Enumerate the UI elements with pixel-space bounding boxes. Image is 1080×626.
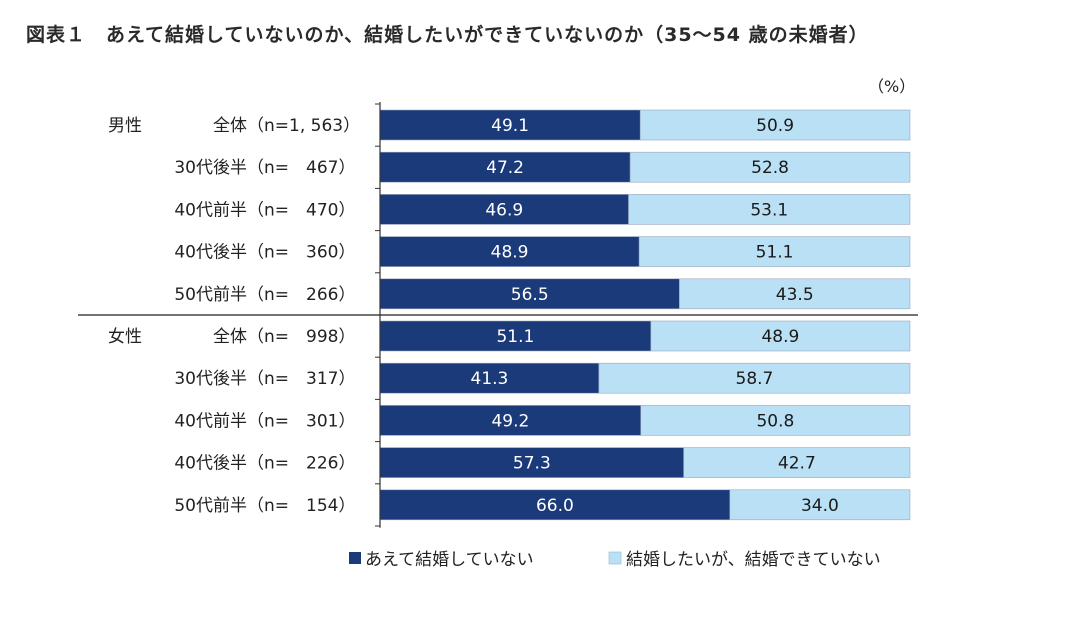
bar-want-but-cannot xyxy=(638,236,911,267)
bar-deliberately-unmarried xyxy=(379,405,642,436)
bar-deliberately-unmarried xyxy=(379,278,680,310)
row-label: 50代前半 xyxy=(174,496,247,516)
group-label-male: 男性 xyxy=(108,116,142,136)
bar-want-but-cannot xyxy=(679,278,911,310)
value-label-want-but-cannot: 42.7 xyxy=(778,454,816,474)
row-n-label: （n= 154） xyxy=(247,496,355,516)
legend-label-want-but-cannot: 結婚したいが、結婚できていない xyxy=(626,550,881,570)
value-label-want-but-cannot: 34.0 xyxy=(801,496,839,516)
legend-swatch-deliberately-unmarried xyxy=(349,552,361,564)
value-label-want-but-cannot: 58.7 xyxy=(736,369,774,389)
value-label-deliberately-unmarried: 66.0 xyxy=(536,496,574,516)
row-n-label: （n= 317） xyxy=(247,369,355,389)
value-label-deliberately-unmarried: 48.9 xyxy=(491,243,529,263)
value-label-deliberately-unmarried: 49.1 xyxy=(491,116,529,136)
value-label-deliberately-unmarried: 57.3 xyxy=(513,454,551,474)
value-label-want-but-cannot: 43.5 xyxy=(776,285,814,305)
bar-deliberately-unmarried xyxy=(379,194,629,225)
bar-want-but-cannot xyxy=(729,489,911,521)
row-n-label: （n= 226） xyxy=(247,454,355,474)
row-label: 30代後半 xyxy=(174,369,247,389)
row-n-label: （n= 360） xyxy=(247,243,355,263)
row-label: 全体 xyxy=(213,327,247,347)
row-n-label: （n= 470） xyxy=(247,200,355,220)
bar-deliberately-unmarried xyxy=(379,489,731,521)
bar-want-but-cannot xyxy=(650,320,911,352)
bar-want-but-cannot xyxy=(639,109,911,141)
row-n-label: （n= 266） xyxy=(247,285,355,305)
row-n-label: （n= 301） xyxy=(247,411,355,431)
legend-label-deliberately-unmarried: あえて結婚していない xyxy=(365,550,534,570)
value-label-deliberately-unmarried: 41.3 xyxy=(471,369,509,389)
chart-title: 図表１ あえて結婚していないのか、結婚したいができていないのか（35～54 歳の… xyxy=(26,24,869,46)
bar-want-but-cannot xyxy=(598,362,911,394)
row-label: 40代前半 xyxy=(174,200,247,220)
bar-want-but-cannot xyxy=(628,194,911,225)
unit-label: （%） xyxy=(868,77,915,96)
value-label-want-but-cannot: 53.1 xyxy=(750,200,788,220)
value-label-want-but-cannot: 52.8 xyxy=(751,158,789,178)
row-label: 50代前半 xyxy=(174,285,247,305)
row-label: 40代前半 xyxy=(174,411,247,431)
bar-want-but-cannot xyxy=(640,405,911,436)
bar-deliberately-unmarried xyxy=(379,320,652,352)
value-label-deliberately-unmarried: 49.2 xyxy=(491,411,529,431)
bar-want-but-cannot xyxy=(683,447,911,478)
row-label: 30代後半 xyxy=(174,158,247,178)
value-label-want-but-cannot: 50.8 xyxy=(756,411,794,431)
value-label-want-but-cannot: 48.9 xyxy=(761,327,799,347)
value-label-want-but-cannot: 51.1 xyxy=(756,243,794,263)
value-label-deliberately-unmarried: 51.1 xyxy=(496,327,534,347)
bar-deliberately-unmarried xyxy=(379,362,600,394)
bar-want-but-cannot xyxy=(629,151,911,183)
bar-deliberately-unmarried xyxy=(379,236,640,267)
value-label-deliberately-unmarried: 56.5 xyxy=(511,285,549,305)
group-label-female: 女性 xyxy=(108,327,142,347)
row-label: 40代後半 xyxy=(174,243,247,263)
row-n-label: （n= 998） xyxy=(247,327,355,347)
row-label: 40代後半 xyxy=(174,454,247,474)
legend-swatch-want-but-cannot xyxy=(608,551,622,565)
row-label: 全体 xyxy=(213,116,247,136)
value-label-deliberately-unmarried: 47.2 xyxy=(486,158,524,178)
value-label-want-but-cannot: 50.9 xyxy=(756,116,794,136)
row-n-label: （n= 467） xyxy=(247,158,355,178)
value-label-deliberately-unmarried: 46.9 xyxy=(485,200,523,220)
row-n-label: （n=1, 563） xyxy=(247,116,360,136)
